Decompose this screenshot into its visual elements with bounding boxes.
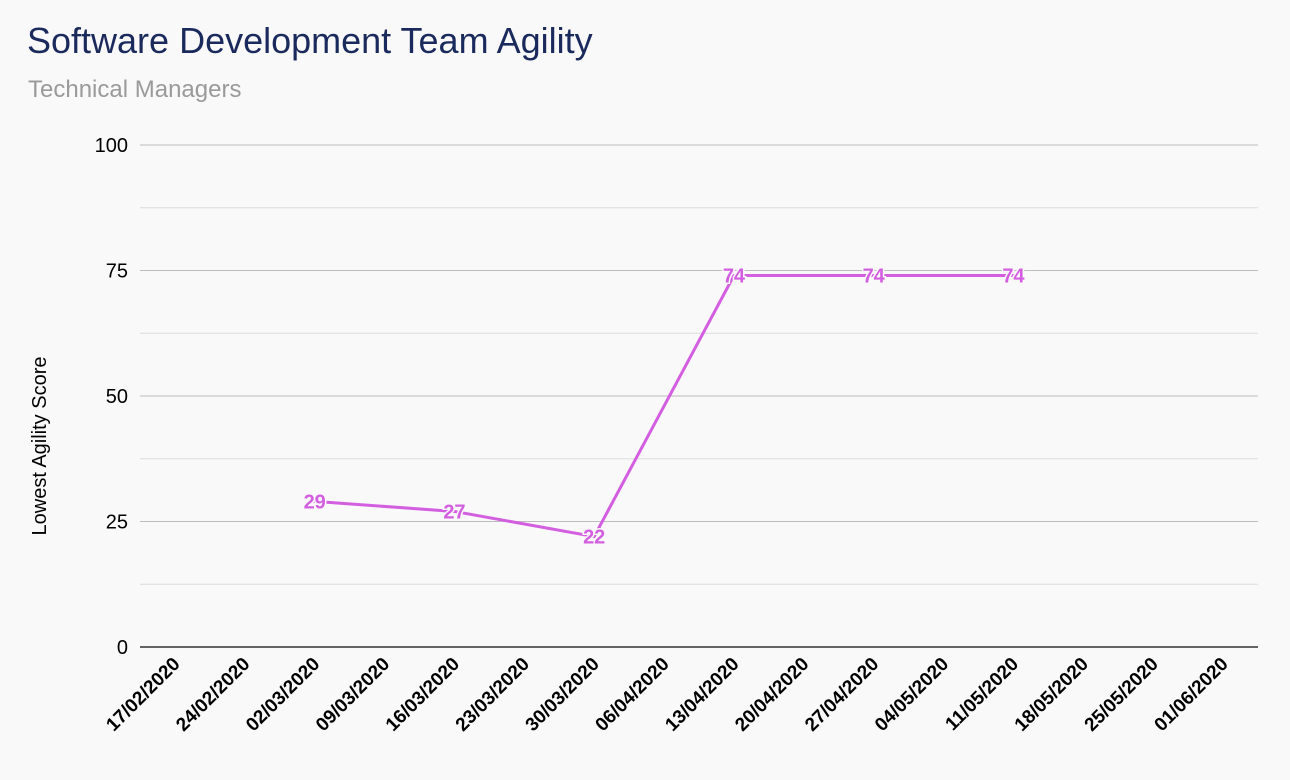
series-line	[313, 274, 1015, 539]
x-tick-label: 20/04/2020	[731, 654, 813, 736]
x-tick-label: 02/03/2020	[242, 654, 324, 736]
x-tick-label: 23/03/2020	[452, 654, 534, 736]
data-label: 27	[443, 501, 465, 523]
y-tick-label: 100	[95, 135, 128, 157]
x-axis-ticks: 17/02/202024/02/202002/03/202009/03/2020…	[102, 654, 1232, 736]
data-label: 29	[304, 491, 326, 513]
data-label: 74	[723, 266, 746, 288]
x-tick-label: 11/05/2020	[942, 654, 1023, 735]
data-label: 22	[583, 527, 605, 549]
x-tick-label: 01/06/2020	[1151, 654, 1233, 736]
x-tick-label: 17/02/2020	[102, 654, 184, 736]
chart-title: Software Development Team Agility	[27, 20, 593, 61]
x-tick-label: 30/03/2020	[522, 654, 604, 736]
x-tick-label: 16/03/2020	[382, 654, 464, 736]
x-tick-label: 18/05/2020	[1011, 654, 1093, 736]
x-tick-label: 09/03/2020	[312, 654, 394, 736]
x-tick-label: 24/02/2020	[172, 654, 254, 736]
data-label: 74	[863, 266, 886, 288]
x-tick-label: 27/04/2020	[801, 654, 883, 736]
y-tick-label: 25	[106, 512, 128, 534]
data-labels: 29 27 22 74 74 74	[302, 264, 1027, 550]
y-tick-label: 75	[106, 261, 128, 283]
series-group	[313, 274, 1015, 539]
y-axis-ticks: 0 25 50 75 100	[95, 135, 128, 659]
x-tick-label: 04/05/2020	[871, 654, 953, 736]
x-tick-label: 13/04/2020	[661, 654, 743, 736]
data-label: 74	[1002, 266, 1025, 288]
x-tick-label: 25/05/2020	[1081, 654, 1163, 736]
gridlines	[140, 144, 1258, 648]
y-axis-label: Lowest Agility Score	[29, 357, 51, 536]
y-tick-label: 50	[106, 386, 128, 408]
y-tick-label: 0	[117, 637, 128, 659]
chart-subtitle: Technical Managers	[28, 76, 242, 103]
x-tick-label: 06/04/2020	[592, 654, 674, 736]
